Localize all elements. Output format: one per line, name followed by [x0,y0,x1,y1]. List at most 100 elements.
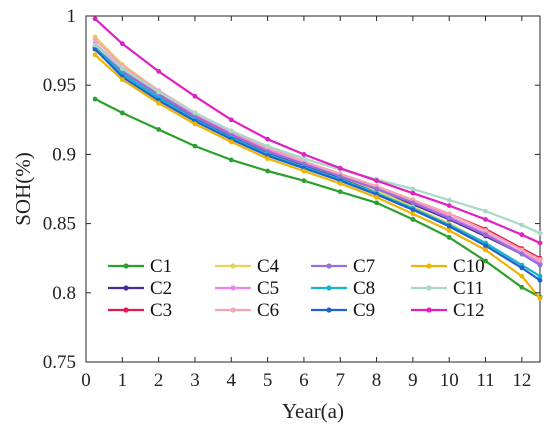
data-point-c12 [92,16,98,22]
x-tick-label: 10 [440,370,459,391]
legend-swatch-marker [326,263,332,269]
series-line-c10 [94,53,541,299]
data-point-c10 [228,139,234,145]
data-point-c9 [519,265,525,271]
data-point-c10 [519,273,525,279]
x-tick-label: 1 [118,370,128,391]
data-point-c12 [537,240,543,246]
data-point-c7 [410,200,416,206]
legend-item-c7: C7 [311,256,375,277]
data-point-c1 [337,189,343,195]
data-point-c10 [483,247,488,253]
data-point-c12 [410,190,416,196]
legend-item-c1: C1 [108,256,172,277]
data-point-c10 [301,168,307,174]
data-point-c11 [301,156,307,161]
x-tick-label: 12 [512,370,531,391]
data-point-c6 [483,228,488,233]
series-line-c9 [94,48,541,282]
series-line-c11 [94,44,541,235]
data-point-c11 [483,208,488,214]
data-point-c12 [483,217,488,222]
data-point-c7 [537,262,543,268]
x-tick-label: 7 [335,370,345,391]
legend-swatch-marker [426,307,432,313]
data-point-c10 [265,156,270,161]
data-point-c8 [537,273,543,279]
legend-swatch-marker [230,285,236,291]
data-point-c11 [537,230,543,236]
legend-item-c10: C10 [411,256,485,277]
data-point-c12 [265,136,270,142]
data-point-c10 [446,228,452,233]
legend-label: C10 [453,256,485,277]
legend-label: C4 [257,256,280,277]
data-point-c7 [446,215,452,221]
data-point-c1 [519,284,525,290]
data-point-c12 [519,232,525,238]
data-point-c1 [92,96,98,102]
y-axis-title: SOH(%) [11,152,35,226]
series-line-c12 [94,17,541,245]
data-point-c1 [228,157,234,163]
legend-swatch-marker [123,307,129,313]
data-point-c10 [337,181,343,186]
legend-label: C5 [257,278,279,299]
legend-swatch-marker [426,285,432,291]
data-point-c12 [119,41,125,47]
legend-item-c4: C4 [215,256,280,277]
data-point-c7 [374,186,379,192]
legend-label: C9 [353,300,375,321]
data-point-c10 [374,194,379,200]
data-point-c10 [192,121,198,127]
data-point-c9 [446,223,452,229]
x-tick-label: 5 [263,370,273,391]
legend-label: C12 [453,300,485,321]
legend-item-c8: C8 [311,278,375,299]
data-point-c6 [537,257,543,262]
legend-label: C11 [453,278,484,299]
legend-swatch-marker [426,263,432,269]
legend-label: C6 [257,300,279,321]
series-line-c1 [94,98,541,298]
legend-swatch-marker [230,307,236,313]
y-tick-label: 0.95 [43,75,76,96]
x-tick-label: 0 [81,370,91,391]
legend-item-c3: C3 [108,300,172,321]
x-tick-label: 8 [372,370,382,391]
data-point-c12 [156,68,162,74]
x-tick-label: 9 [408,370,418,391]
series-line-c7 [94,45,541,267]
data-point-c12 [192,93,198,99]
x-tick-label: 11 [476,370,494,391]
data-point-c11 [92,42,98,48]
data-point-c11 [228,128,234,134]
legend-swatch-marker [326,307,332,313]
data-point-c11 [446,197,452,203]
data-point-c1 [156,127,162,132]
legend-label: C2 [150,278,172,299]
data-point-c6 [92,37,98,42]
x-tick-label: 3 [190,370,200,391]
legend-item-c12: C12 [411,300,485,321]
data-point-c11 [119,66,125,71]
x-tick-label: 4 [227,370,237,391]
x-tick-label: 6 [299,370,309,391]
data-point-c11 [192,110,198,116]
data-point-c1 [265,168,270,174]
data-point-c1 [446,235,452,240]
data-point-c9 [92,46,98,52]
data-point-c1 [483,258,488,264]
legend-item-c11: C11 [411,278,484,299]
data-point-c9 [537,277,543,283]
data-point-c10 [156,100,162,106]
data-point-c7 [519,251,525,257]
data-point-c12 [374,178,379,184]
legend-item-c9: C9 [311,300,375,321]
y-tick-label: 0.8 [52,283,76,304]
data-point-c10 [410,211,416,217]
data-point-c1 [374,200,379,206]
data-point-c6 [446,211,452,217]
series-layer [92,16,543,301]
y-tick-label: 0.75 [43,352,76,373]
